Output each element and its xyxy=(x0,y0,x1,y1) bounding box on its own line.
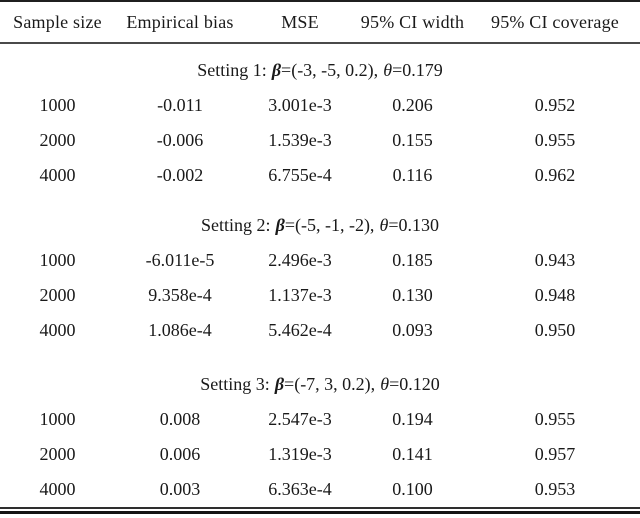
cell-empirical-bias: 0.003 xyxy=(159,479,201,499)
cell-sample-size: 2000 xyxy=(39,130,76,150)
cell-empirical-bias: -0.002 xyxy=(156,165,204,185)
cell-mse: 1.137e-3 xyxy=(268,285,332,305)
cell-ci-coverage: 0.962 xyxy=(534,165,576,185)
cell-ci-width: 0.093 xyxy=(392,320,433,340)
cell-ci-width: 0.141 xyxy=(392,444,433,464)
cell-empirical-bias: 1.086e-4 xyxy=(148,320,212,340)
cell-empirical-bias: 9.358e-4 xyxy=(148,285,212,305)
cell-mse: 2.496e-3 xyxy=(268,250,332,270)
cell-ci-coverage: 0.955 xyxy=(534,130,576,150)
theta-symbol: θ xyxy=(380,373,390,394)
cell-empirical-bias: 0.006 xyxy=(159,444,201,464)
cell-empirical-bias: -6.011e-5 xyxy=(145,250,215,270)
bottom-rule-thick xyxy=(0,511,640,514)
cell-mse: 2.547e-3 xyxy=(268,409,332,429)
cell-ci-width: 0.130 xyxy=(392,285,433,305)
col-header-ci-width: 95% CI width xyxy=(355,1,470,44)
theta-symbol: θ xyxy=(383,59,393,80)
col-header-empirical-bias: Empirical bias xyxy=(115,1,245,44)
cell-mse: 3.001e-3 xyxy=(268,95,332,115)
beta-value: =(-7, 3, 0.2), xyxy=(284,373,376,394)
table-row: 2000 0.006 1.319e-3 0.141 0.957 xyxy=(0,437,640,472)
table-row: 1000 -6.011e-5 2.496e-3 0.185 0.943 xyxy=(0,243,640,278)
setting-label: Setting 1: xyxy=(197,59,267,80)
section-header-setting-3: Setting 3: β=(-7, 3, 0.2), θ=0.120 xyxy=(0,348,640,402)
cell-sample-size: 4000 xyxy=(39,479,76,499)
cell-ci-width: 0.194 xyxy=(392,409,433,429)
beta-value: =(-3, -5, 0.2), xyxy=(281,59,379,80)
beta-value: =(-5, -1, -2), xyxy=(284,214,375,235)
cell-empirical-bias: -0.006 xyxy=(156,130,204,150)
setting-label: Setting 2: xyxy=(201,214,271,235)
col-header-sample-size: Sample size xyxy=(0,1,115,44)
beta-symbol: β xyxy=(271,59,282,80)
cell-sample-size: 2000 xyxy=(39,285,76,305)
cell-sample-size: 1000 xyxy=(39,250,76,270)
cell-ci-coverage: 0.955 xyxy=(534,409,576,429)
theta-value: =0.179 xyxy=(392,59,443,80)
table-row: 2000 9.358e-4 1.137e-3 0.130 0.948 xyxy=(0,278,640,313)
cell-empirical-bias: 0.008 xyxy=(159,409,201,429)
cell-mse: 1.319e-3 xyxy=(268,444,332,464)
cell-ci-width: 0.116 xyxy=(392,165,433,185)
cell-ci-coverage: 0.948 xyxy=(534,285,576,305)
theta-value: =0.130 xyxy=(388,214,439,235)
table-row: 2000 -0.006 1.539e-3 0.155 0.955 xyxy=(0,123,640,158)
cell-ci-width: 0.185 xyxy=(392,250,433,270)
theta-symbol: θ xyxy=(379,214,389,235)
theta-value: =0.120 xyxy=(389,373,440,394)
cell-ci-coverage: 0.957 xyxy=(534,444,576,464)
table-row: 1000 -0.011 3.001e-3 0.206 0.952 xyxy=(0,88,640,123)
cell-ci-width: 0.155 xyxy=(392,130,433,150)
section-title: Setting 3: β=(-7, 3, 0.2), θ=0.120 xyxy=(0,348,640,402)
cell-mse: 1.539e-3 xyxy=(268,130,332,150)
cell-ci-width: 0.206 xyxy=(392,95,433,115)
section-title: Setting 1: β=(-3, -5, 0.2), θ=0.179 xyxy=(0,43,640,88)
cell-sample-size: 4000 xyxy=(39,165,76,185)
cell-mse: 6.755e-4 xyxy=(268,165,332,185)
section-header-setting-1: Setting 1: β=(-3, -5, 0.2), θ=0.179 xyxy=(0,43,640,88)
beta-symbol: β xyxy=(275,214,285,235)
cell-sample-size: 1000 xyxy=(39,95,76,115)
cell-ci-coverage: 0.953 xyxy=(534,479,576,499)
cell-sample-size: 1000 xyxy=(39,409,76,429)
bottom-rule-gap xyxy=(0,508,640,511)
cell-ci-width: 0.100 xyxy=(392,479,433,499)
beta-symbol: β xyxy=(274,373,285,394)
cell-mse: 5.462e-4 xyxy=(268,320,332,340)
table-row: 4000 0.003 6.363e-4 0.100 0.953 xyxy=(0,472,640,507)
bottom-rule-thin xyxy=(0,507,640,509)
cell-mse: 6.363e-4 xyxy=(268,479,332,499)
table-row: 4000 1.086e-4 5.462e-4 0.093 0.950 xyxy=(0,313,640,348)
cell-empirical-bias: -0.011 xyxy=(157,95,203,115)
section-title: Setting 2: β=(-5, -1, -2), θ=0.130 xyxy=(0,193,640,243)
col-header-ci-coverage: 95% CI coverage xyxy=(470,1,640,44)
setting-label: Setting 3: xyxy=(200,373,270,394)
table-header-row: Sample size Empirical bias MSE 95% CI wi… xyxy=(0,1,640,44)
bottom-double-rule xyxy=(0,507,640,514)
cell-ci-coverage: 0.950 xyxy=(534,320,576,340)
simulation-results-table: Sample size Empirical bias MSE 95% CI wi… xyxy=(0,0,640,507)
table-row: 4000 -0.002 6.755e-4 0.116 0.962 xyxy=(0,158,640,193)
col-header-mse: MSE xyxy=(245,1,355,44)
cell-ci-coverage: 0.943 xyxy=(534,250,576,270)
cell-sample-size: 2000 xyxy=(39,444,76,464)
section-header-setting-2: Setting 2: β=(-5, -1, -2), θ=0.130 xyxy=(0,193,640,243)
table-row: 1000 0.008 2.547e-3 0.194 0.955 xyxy=(0,402,640,437)
cell-sample-size: 4000 xyxy=(39,320,76,340)
cell-ci-coverage: 0.952 xyxy=(534,95,576,115)
